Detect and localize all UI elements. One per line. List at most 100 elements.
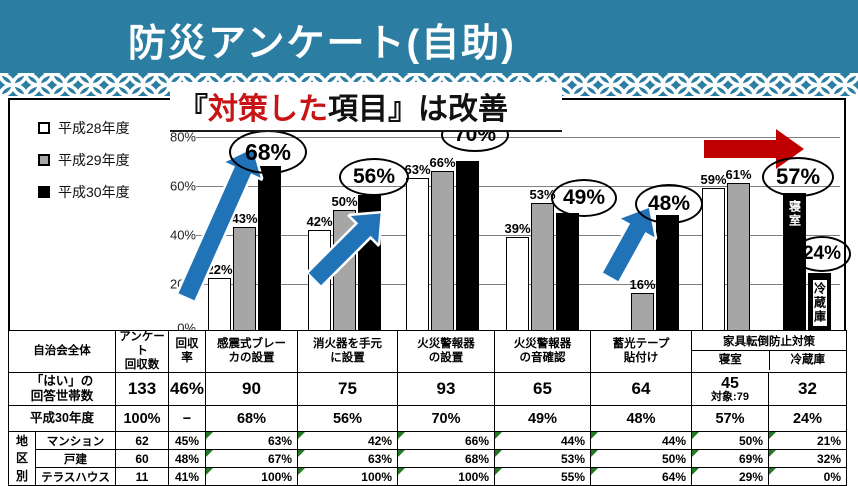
value-cell: 65 bbox=[494, 372, 591, 407]
value-cell: 68% bbox=[205, 405, 298, 433]
district-value-cell: 66% bbox=[397, 431, 495, 451]
comment-marker bbox=[495, 432, 502, 440]
legend-label: 平成29年度 bbox=[58, 152, 130, 168]
district-group-label: 地 区 別 bbox=[8, 431, 36, 486]
comment-marker bbox=[692, 468, 699, 476]
district-rate: 48% bbox=[168, 449, 206, 469]
legend-swatch bbox=[38, 122, 50, 134]
bar-value-label: 50% bbox=[331, 194, 358, 209]
comment-marker bbox=[206, 468, 213, 476]
header-collection-rate: 回収 率 bbox=[168, 329, 206, 374]
bar-平成29年度-火災警報器の音確認 bbox=[531, 203, 554, 332]
comment-marker bbox=[692, 450, 699, 458]
header-survey-count: アンケート 回収数 bbox=[115, 329, 169, 374]
district-label: テラスハウス bbox=[35, 467, 116, 486]
header-item-0: 感震式ブレー カの設置 bbox=[205, 329, 298, 374]
comment-marker bbox=[591, 450, 598, 458]
district-value-cell: 68% bbox=[397, 449, 495, 469]
comment-marker bbox=[298, 450, 305, 458]
legend-item: 平成29年度 bbox=[38, 148, 130, 172]
count-cell: 100% bbox=[115, 405, 169, 433]
circled-value-label: 49% bbox=[551, 179, 617, 217]
header-item-4: 蓄光テープ 貼付け bbox=[590, 329, 692, 374]
value-cell: 49% bbox=[494, 405, 591, 433]
district-value-cell: 63% bbox=[205, 431, 298, 451]
district-value-cell: 50% bbox=[590, 449, 692, 469]
comment-marker bbox=[206, 450, 213, 458]
district-value-cell: 100% bbox=[205, 467, 298, 486]
legend-label: 平成30年度 bbox=[58, 184, 130, 200]
bar-平成30年度-火災警報器の設置 bbox=[456, 161, 479, 332]
value-cell: 57% bbox=[691, 405, 769, 433]
district-value-cell: 63% bbox=[297, 449, 398, 469]
district-value-cell: 67% bbox=[205, 449, 298, 469]
bar-平成30年度-家具転倒防止対策: 寝室 bbox=[783, 193, 806, 332]
circled-value-label: 48% bbox=[635, 184, 703, 224]
title-banner: 防災アンケート(自助) bbox=[0, 0, 858, 73]
district-value-cell: 32% bbox=[768, 449, 847, 469]
value-cell: 70% bbox=[397, 405, 495, 433]
legend-label: 平成28年度 bbox=[58, 120, 130, 136]
header-item-2: 火災警報器 の設置 bbox=[397, 329, 495, 374]
value-cell: 64 bbox=[590, 372, 692, 407]
comment-marker bbox=[495, 468, 502, 476]
value-cell: 24% bbox=[768, 405, 847, 433]
up-trend-arrow-3 bbox=[599, 204, 659, 285]
district-count: 62 bbox=[115, 431, 169, 451]
bar-平成29年度-蓄光テープ貼付け bbox=[631, 293, 654, 332]
chart-title: 『対策した 項目』は改善 bbox=[170, 82, 562, 132]
comment-marker bbox=[495, 450, 502, 458]
rate-cell: 46% bbox=[168, 372, 206, 407]
comment-marker bbox=[398, 468, 405, 476]
bar-平成30年度-蓄光テープ貼付け bbox=[656, 215, 679, 332]
district-value-cell: 64% bbox=[590, 467, 692, 486]
row-label: 「はい」の 回答世帯数 bbox=[8, 372, 116, 407]
chart-title-highlight: 対策した bbox=[208, 93, 328, 126]
district-value-cell: 29% bbox=[691, 467, 769, 486]
legend-item: 平成30年度 bbox=[38, 180, 130, 204]
value-cell: 75 bbox=[297, 372, 398, 407]
bar-平成29年度-感震式ブレーカの設置 bbox=[233, 227, 256, 332]
value-cell: 45 対象:79 bbox=[691, 372, 769, 407]
district-rate: 41% bbox=[168, 467, 206, 486]
district-label: マンション bbox=[35, 431, 116, 451]
district-value-cell: 53% bbox=[494, 449, 591, 469]
bar-平成30年度-家具転倒防止対策: 冷蔵庫 bbox=[808, 273, 831, 332]
district-label: 戸建 bbox=[35, 449, 116, 469]
value-cell: 32 bbox=[768, 372, 847, 407]
bar-平成29年度-家具転倒防止対策 bbox=[727, 183, 750, 332]
district-rate: 45% bbox=[168, 431, 206, 451]
bar-平成29年度-火災警報器の設置 bbox=[431, 171, 454, 332]
legend-swatch bbox=[38, 186, 50, 198]
chart-title-prefix: 『 bbox=[178, 93, 208, 126]
bar-value-label: 22% bbox=[206, 262, 233, 277]
value-cell: 48% bbox=[590, 405, 692, 433]
bar-value-label: 42% bbox=[306, 214, 333, 229]
comment-marker bbox=[298, 468, 305, 476]
gridline bbox=[196, 137, 840, 138]
bar-value-label: 63% bbox=[404, 162, 431, 177]
bar-平成28年度-家具転倒防止対策 bbox=[702, 188, 725, 332]
district-value-cell: 69% bbox=[691, 449, 769, 469]
comment-marker bbox=[769, 468, 776, 476]
header-furniture-sub-1: 冷蔵庫 bbox=[790, 353, 826, 366]
comment-marker bbox=[692, 432, 699, 440]
district-value-cell: 21% bbox=[768, 431, 847, 451]
comment-marker bbox=[398, 432, 405, 440]
y-axis-tick-label: 40% bbox=[169, 227, 196, 243]
chart-legend: 平成28年度 平成29年度 平成30年度 bbox=[38, 116, 130, 212]
circled-value-label: 68% bbox=[229, 130, 307, 174]
comment-marker bbox=[398, 450, 405, 458]
district-count: 11 bbox=[115, 467, 169, 486]
header-item-1: 消火器を手元 に設置 bbox=[297, 329, 398, 374]
comment-marker bbox=[591, 432, 598, 440]
y-axis-tick-label: 60% bbox=[169, 178, 196, 194]
row-label: 平成30年度 bbox=[8, 405, 116, 433]
header-furniture-group: 家具転倒防止対策 寝室 冷蔵庫 bbox=[691, 329, 847, 374]
y-axis-tick-label: 80% bbox=[169, 129, 196, 145]
district-value-cell: 0% bbox=[768, 467, 847, 486]
bar-value-label: 61% bbox=[725, 167, 752, 182]
circled-value-label: 24% bbox=[793, 236, 851, 272]
district-value-cell: 100% bbox=[297, 467, 398, 486]
